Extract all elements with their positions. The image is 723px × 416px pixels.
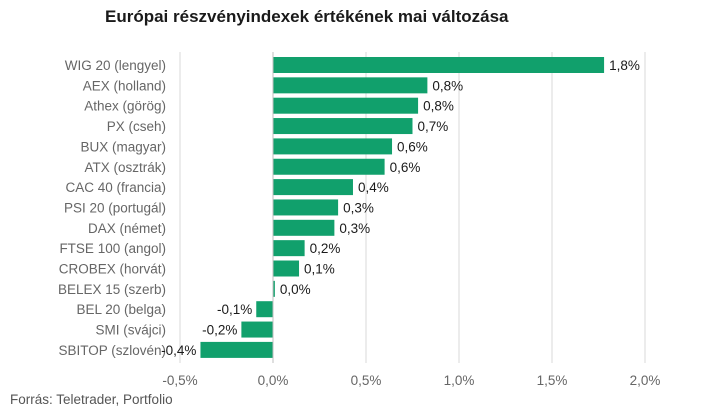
x-tick-label: 2,0% <box>630 373 661 388</box>
bar <box>273 199 339 216</box>
category-label: BUX (magyar) <box>80 139 166 154</box>
category-label: CAC 40 (francia) <box>65 180 166 195</box>
bar <box>273 219 335 236</box>
value-label: -0,4% <box>161 343 196 358</box>
category-label: FTSE 100 (angol) <box>59 241 166 256</box>
bar <box>273 138 393 155</box>
value-label: -0,2% <box>202 323 237 338</box>
value-label: 0,6% <box>390 160 421 175</box>
bar <box>200 341 273 358</box>
category-label: AEX (holland) <box>83 78 166 93</box>
value-label: 0,0% <box>280 282 311 297</box>
bar <box>273 240 305 257</box>
value-label: 0,3% <box>339 221 370 236</box>
x-tick-label: -0,5% <box>162 373 197 388</box>
source-note: Forrás: Teletrader, Portfolio <box>10 392 173 407</box>
category-label: Athex (görög) <box>84 99 166 114</box>
bar <box>273 118 413 135</box>
category-label: BELEX 15 (szerb) <box>58 282 166 297</box>
bar <box>273 97 419 114</box>
x-tick-label: 0,5% <box>351 373 382 388</box>
bar <box>241 321 273 338</box>
bar <box>273 158 385 175</box>
value-label: 0,1% <box>304 262 335 277</box>
bar <box>273 57 605 73</box>
value-label: 0,4% <box>358 180 389 195</box>
category-label: CROBEX (horvát) <box>59 262 166 277</box>
value-label: 0,8% <box>423 99 454 114</box>
category-label: SBITOP (szlovén) <box>58 343 166 358</box>
value-label: 0,3% <box>343 200 374 215</box>
value-label: 0,7% <box>418 119 449 134</box>
category-label: ATX (osztrák) <box>84 160 166 175</box>
bar <box>273 280 275 297</box>
bar <box>256 301 273 318</box>
value-label: 0,6% <box>397 139 428 154</box>
category-label: SMI (svájci) <box>96 323 167 338</box>
x-tick-label: 1,0% <box>444 373 475 388</box>
category-label: BEL 20 (belga) <box>76 302 166 317</box>
x-tick-label: 1,5% <box>537 373 568 388</box>
category-label: PSI 20 (portugál) <box>64 200 166 215</box>
bar <box>273 77 428 94</box>
value-label: 1,8% <box>609 58 640 73</box>
bar <box>273 179 353 196</box>
category-label: PX (cseh) <box>107 119 166 134</box>
x-tick-label: 0,0% <box>258 373 289 388</box>
category-label: WIG 20 (lengyel) <box>65 58 166 73</box>
bar <box>273 260 300 277</box>
value-label: -0,1% <box>217 302 252 317</box>
value-label: 0,8% <box>432 78 463 93</box>
chart-title: Európai részvényindexek értékének mai vá… <box>105 7 509 26</box>
value-label: 0,2% <box>310 241 341 256</box>
category-label: DAX (német) <box>88 221 166 236</box>
